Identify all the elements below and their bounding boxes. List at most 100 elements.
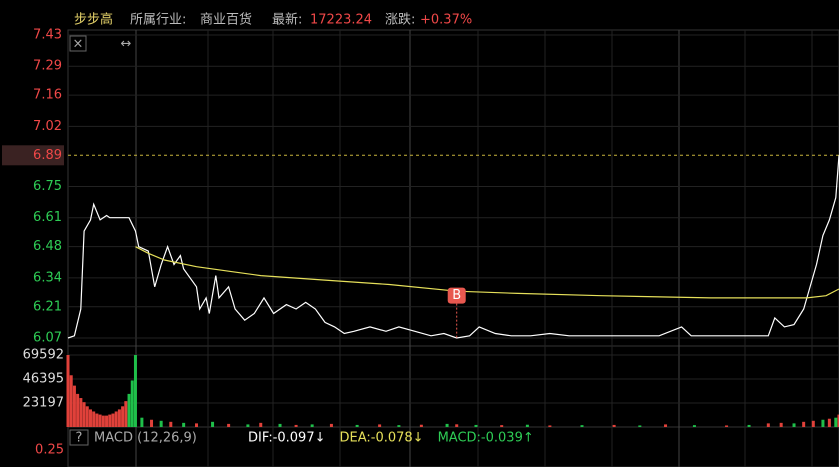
volume-bar [500,425,504,427]
y-tick-label: 6.48 [33,239,62,254]
panel-frame [67,426,839,467]
volume-bar [127,393,131,427]
y-tick-label: 6.34 [33,270,62,285]
volume-bar [278,423,282,427]
volume-bar [108,414,112,427]
volume-bar [121,406,125,427]
volume-bar [195,423,198,427]
volume-bar [329,423,333,427]
volume-bar [378,424,382,427]
y-tick-label: 23197 [23,396,64,411]
indicator-value: MACD:-0.039↑ [438,431,534,446]
stock-name: 步步高 [74,12,113,28]
volume-bar [766,423,770,427]
volume-bar [445,423,449,427]
volume-bar [612,424,616,427]
volume-bar [692,425,696,427]
volume-bar [79,398,83,427]
volume-bar [211,421,215,427]
volume-bar [130,380,134,427]
volume-bar [811,420,815,427]
volume-bar [725,425,729,427]
volume-bar [397,425,401,427]
y-tick-label: 7.02 [33,119,62,134]
volume-bar [827,418,831,427]
volume-bar [638,425,642,427]
volume-bar [792,423,796,427]
indicator-value: DEA:-0.078↓ [340,431,424,446]
latest-value: 17223.24 [310,13,372,28]
y-tick-label: 6.21 [33,299,62,314]
y-tick-label: 6.07 [33,331,62,346]
volume-bar [69,375,73,427]
volume-bar [580,425,584,427]
volume-bar [150,419,154,427]
volume-bar [474,424,478,427]
indicator-title: MACD (12,26,9) [94,431,197,446]
volume-bar [95,413,99,427]
y-tick-label: 6.89 [33,148,62,163]
volume-bar [821,419,825,427]
volume-bar [294,424,298,427]
volume-bar [834,417,838,427]
volume-bar [133,355,137,427]
volume-bar [259,422,263,427]
help-button[interactable] [69,429,89,446]
volume-bar [455,424,459,427]
y-tick-label: 6.75 [33,179,62,194]
volume-bar [779,422,783,427]
volume-bar [355,424,359,427]
volume-bar [837,414,839,427]
close-icon[interactable]: × [73,37,84,52]
volume-bar [548,425,552,427]
volume-bar [88,409,92,427]
volume-bar [159,420,163,427]
volume-bar [664,424,668,427]
y-tick-label: 0.25 [35,443,64,458]
price-line [67,155,839,339]
volume-bar [76,393,80,427]
annotation-box [447,287,466,304]
change-label: 涨跌: [385,12,415,28]
annotation-label: B [452,288,461,303]
y-tick-label: 7.16 [33,88,62,103]
expand-icon[interactable]: ↔ [121,37,132,52]
y-tick-label: 6.61 [33,210,62,225]
volume-bar [66,355,70,427]
volume-bar [419,424,423,427]
volume-bar [101,415,105,427]
volume-bar [182,422,186,427]
volume-bar [98,414,102,427]
volume-bar [246,424,250,427]
price-line [135,246,839,299]
help-icon[interactable]: ? [76,431,83,446]
volume-bar [169,421,173,427]
volume-bar [124,401,128,427]
volume-bar [114,411,118,427]
volume-bar [117,409,121,427]
volume-bar [140,417,144,427]
volume-bar [82,402,86,427]
y-tick-label: 7.29 [33,59,62,74]
volume-bar [310,424,314,427]
change-value: +0.37% [420,13,472,28]
volume-bar [227,423,231,427]
reference-tick-box [2,145,64,166]
industry: 商业百货 [200,12,252,28]
volume-bar [111,413,115,427]
volume-bar [92,411,96,427]
y-tick-label: 69592 [23,348,64,363]
close-button[interactable] [69,35,87,52]
y-tick-label: 7.43 [33,28,62,43]
volume-bar [85,406,89,427]
volume-bar [105,415,109,427]
volume-bar [747,424,751,427]
volume-bar [802,421,806,427]
latest-label: 最新: [272,12,302,28]
indicator-value: DIF:-0.097↓ [248,431,326,446]
volume-bar [525,424,529,427]
y-tick-label: 46395 [23,371,64,386]
